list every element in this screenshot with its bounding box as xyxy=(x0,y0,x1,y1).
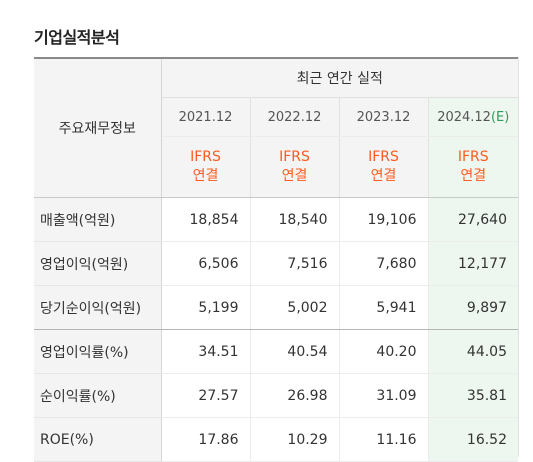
table-row-operating-margin: 영업이익률(%) 34.51 40.54 40.20 44.05 xyxy=(34,329,518,374)
header-row-group: 주요재무정보 최근 연간 실적 xyxy=(34,57,518,198)
table-cell: 40.20 xyxy=(339,329,429,374)
header-row-standard: IFRS 연결 IFRS 연결 IFRS 연결 IFRS 연결 xyxy=(34,136,518,198)
table-cell: 17.86 xyxy=(161,417,251,462)
row-label: 당기순이익(억원) xyxy=(34,285,162,330)
table-cell: 18,540 xyxy=(250,197,340,242)
table-row-roe: ROE(%) 17.86 10.29 11.16 16.52 xyxy=(34,417,518,462)
table-row-net-income: 당기순이익(억원) 5,199 5,002 5,941 9,897 xyxy=(34,285,518,330)
table-row-net-margin: 순이익률(%) 27.57 26.98 31.09 35.81 xyxy=(34,373,518,418)
table-cell: 16.52 xyxy=(428,417,518,462)
row-label: ROE(%) xyxy=(34,417,162,462)
table-cell: 35.81 xyxy=(428,373,518,418)
estimate-marker: (E) xyxy=(490,109,510,125)
table-cell: 31.09 xyxy=(339,373,429,418)
table-cell: 26.98 xyxy=(250,373,340,418)
header-row-years: 2021.12 2022.12 2023.12 2024.12(E) xyxy=(34,97,518,137)
year-header-2022: 2022.12 xyxy=(250,97,340,137)
table-cell: 5,941 xyxy=(339,285,429,330)
table-row-operating-profit: 영업이익(억원) 6,506 7,516 7,680 12,177 xyxy=(34,241,518,286)
table-cell: 27.57 xyxy=(161,373,251,418)
standard-header: IFRS 연결 xyxy=(250,136,340,198)
table-cell: 5,002 xyxy=(250,285,340,330)
table-cell: 5,199 xyxy=(161,285,251,330)
table-cell: 6,506 xyxy=(161,241,251,286)
table-cell: 34.51 xyxy=(161,329,251,374)
financial-summary-table: 주요재무정보 최근 연간 실적 2021.12 2022.12 2023.12 … xyxy=(34,57,518,462)
recent-annual-header: 최근 연간 실적 xyxy=(161,57,518,98)
table-cell: 9,897 xyxy=(428,285,518,330)
table-cell: 18,854 xyxy=(161,197,251,242)
row-label: 매출액(억원) xyxy=(34,197,162,242)
table-cell: 10.29 xyxy=(250,417,340,462)
table-cell: 27,640 xyxy=(428,197,518,242)
table-cell: 11.16 xyxy=(339,417,429,462)
table-right-border xyxy=(518,57,519,457)
table-cell: 40.54 xyxy=(250,329,340,374)
row-label: 영업이익률(%) xyxy=(34,329,162,374)
table-cell: 44.05 xyxy=(428,329,518,374)
label-column-header: 주요재무정보 xyxy=(34,57,162,198)
standard-header: IFRS 연결 xyxy=(339,136,429,198)
year-header-2021: 2021.12 xyxy=(161,97,251,137)
row-label: 영업이익(억원) xyxy=(34,241,162,286)
table-cell: 7,680 xyxy=(339,241,429,286)
table-row-revenue: 매출액(억원) 18,854 18,540 19,106 27,640 xyxy=(34,197,518,242)
standard-header: IFRS 연결 xyxy=(161,136,251,198)
table-cell: 19,106 xyxy=(339,197,429,242)
year-header-2023: 2023.12 xyxy=(339,97,429,137)
row-label: 순이익률(%) xyxy=(34,373,162,418)
year-header-2024-estimate: 2024.12(E) xyxy=(428,97,518,137)
table-cell: 12,177 xyxy=(428,241,518,286)
section-title: 기업실적분석 xyxy=(34,28,120,47)
standard-header: IFRS 연결 xyxy=(428,136,518,198)
table-cell: 7,516 xyxy=(250,241,340,286)
